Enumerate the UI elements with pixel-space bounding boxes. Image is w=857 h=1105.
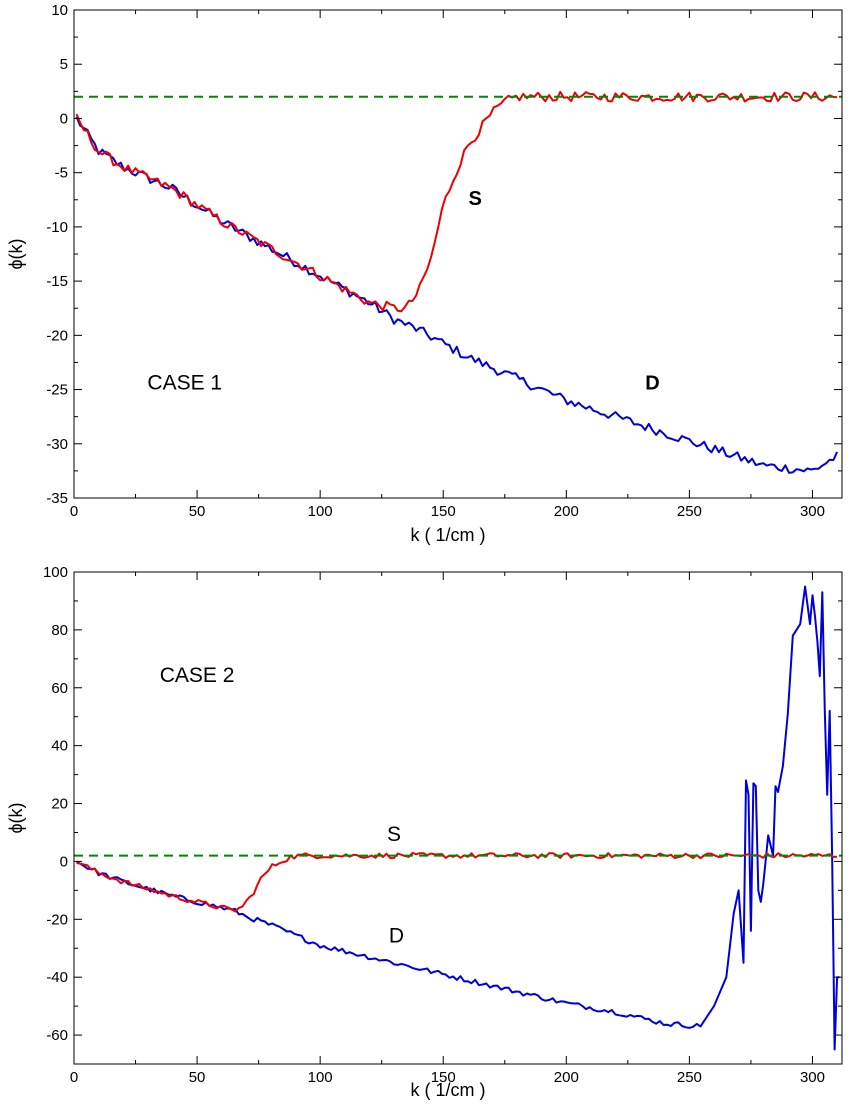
- y-tick-label: -35: [46, 490, 68, 507]
- x-tick-label: 250: [677, 1069, 702, 1086]
- annotation-label: S: [469, 188, 482, 210]
- chart-case-2: 0 50 100 150 200 250 300 -60 -40 -20 0 20 40 60 80 100 k…: [6, 564, 843, 1100]
- y-tick-label: 0: [60, 853, 68, 870]
- y-tick-label: 5: [60, 56, 68, 73]
- x-axis-title: k ( 1/cm ): [411, 1080, 486, 1100]
- y-tick-label: -20: [46, 911, 68, 928]
- series-line-0: [75, 116, 839, 474]
- annotation-label: S: [387, 823, 401, 846]
- x-tick-label: 200: [554, 1069, 579, 1086]
- series-line-1: [75, 90, 838, 313]
- y-tick-label: -5: [55, 165, 68, 182]
- series-group: [74, 90, 842, 474]
- y-tick-label: -20: [46, 327, 68, 344]
- x-tick-label: 50: [189, 503, 206, 520]
- series-group: [74, 585, 842, 1051]
- annotation-label: CASE 1: [147, 372, 222, 395]
- x-tick-label: 150: [431, 1069, 456, 1086]
- y-tick-label: 60: [51, 680, 68, 697]
- y-axis-title: ϕ(k): [6, 238, 26, 269]
- y-tick-label: -40: [46, 969, 68, 986]
- y-tick-label: 80: [51, 622, 68, 639]
- x-tick-label: 150: [431, 503, 456, 520]
- x-axis-title: k ( 1/cm ): [411, 525, 486, 545]
- y-tick-label: -30: [46, 436, 68, 453]
- x-tick-label: 300: [800, 1069, 825, 1086]
- chart-case-1: 0 50 100 150 200 250 300 -35 -30 -25 -20 -15 -10 -5 0 5…: [6, 2, 843, 545]
- x-tick-label: 50: [189, 1069, 206, 1086]
- annotation-label: CASE 2: [160, 664, 235, 687]
- plot-frame: [73, 571, 843, 1065]
- y-tick-label: -60: [46, 1027, 68, 1044]
- x-tick-label: 0: [70, 503, 78, 520]
- y-tick-label: 10: [51, 2, 68, 19]
- y-tick-label: 20: [51, 796, 68, 813]
- x-tick-label: 200: [554, 503, 579, 520]
- x-tick-label: 300: [800, 503, 825, 520]
- x-tick-label: 250: [677, 503, 702, 520]
- annotation-label: D: [389, 924, 404, 947]
- series-line-0: [75, 585, 840, 1051]
- y-tick-label: 100: [43, 564, 68, 581]
- y-tick-label: -25: [46, 382, 68, 399]
- y-tick-label: 0: [60, 110, 68, 127]
- y-tick-label: -15: [46, 273, 68, 290]
- y-tick-label: -10: [46, 219, 68, 236]
- x-tick-label: 0: [70, 1069, 78, 1086]
- x-tick-label: 100: [308, 503, 333, 520]
- y-axis-title: ϕ(k): [6, 802, 26, 833]
- plot-frame: [73, 9, 843, 499]
- y-tick-label: 40: [51, 738, 68, 755]
- annotation-label: D: [645, 373, 659, 395]
- x-tick-label: 100: [308, 1069, 333, 1086]
